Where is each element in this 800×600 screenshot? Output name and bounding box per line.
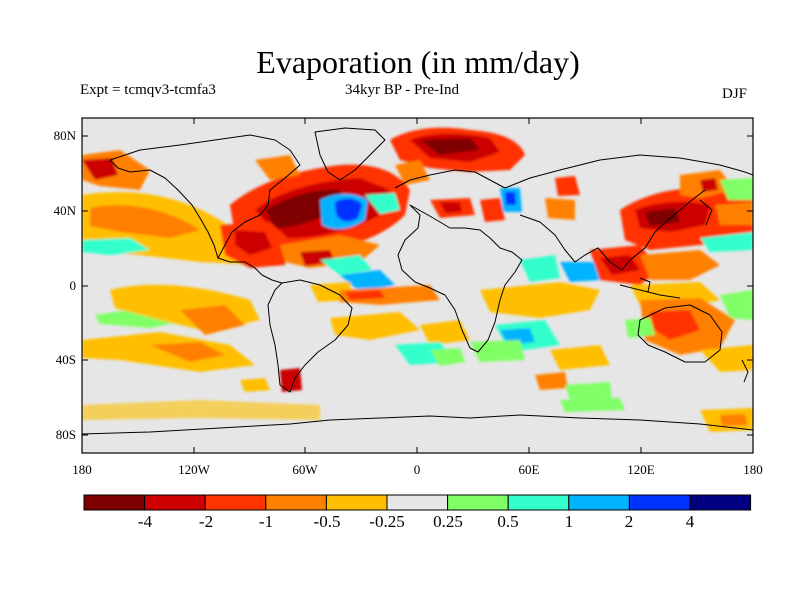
- colorbar-label: 0.5: [497, 512, 519, 531]
- colorbar-swatch: [568, 494, 630, 511]
- xtick-label: 180: [743, 462, 763, 477]
- colorbar-label: 4: [685, 512, 695, 531]
- xtick-label: 180: [72, 462, 92, 477]
- colorbar-swatch: [386, 494, 449, 511]
- colorbar-swatch: [447, 494, 509, 511]
- xtick-label: 60W: [292, 462, 318, 477]
- colorbar-label: 0.25: [433, 512, 463, 531]
- ytick-label: 80S: [55, 427, 76, 442]
- ytick-label: 40S: [55, 352, 76, 367]
- ytick-label: 40N: [53, 203, 76, 218]
- colorbar-label: -2: [198, 512, 214, 531]
- colorbar-swatch: [628, 494, 691, 511]
- colorbar-swatch: [144, 494, 206, 511]
- colorbar-label: -0.25: [369, 512, 405, 531]
- anomaly-fields: [82, 127, 753, 432]
- colorbar-label: -4: [137, 512, 153, 531]
- colorbar-label: 2: [624, 512, 634, 531]
- colorbar-label: -0.5: [313, 512, 341, 531]
- ytick-label: 0: [69, 278, 77, 293]
- ytick-label: 80N: [53, 128, 76, 143]
- xtick-label: 120E: [627, 462, 655, 477]
- colorbar-swatch: [204, 494, 267, 511]
- colorbar-swatch: [83, 494, 146, 511]
- experiment-label: Expt = tcmqv3-tcmfa3: [80, 82, 216, 98]
- colorbar-swatch: [265, 494, 327, 511]
- colorbar-swatch: [689, 494, 752, 511]
- colorbar: [83, 494, 752, 511]
- xtick-label: 60E: [518, 462, 540, 477]
- xtick-label: 0: [413, 462, 421, 477]
- coastlines: [82, 127, 753, 435]
- colorbar-label: -1: [258, 512, 274, 531]
- colorbar-swatch: [325, 494, 388, 511]
- xtick-label: 120W: [178, 462, 210, 477]
- colorbar-label: 1: [564, 512, 574, 531]
- period-label: 34kyr BP - Pre-Ind: [345, 82, 460, 98]
- colorbar-swatch: [507, 494, 570, 511]
- plot-title: Evaporation (in mm/day): [256, 44, 580, 80]
- season-label: DJF: [722, 86, 748, 102]
- axis-ticks: [81, 118, 754, 453]
